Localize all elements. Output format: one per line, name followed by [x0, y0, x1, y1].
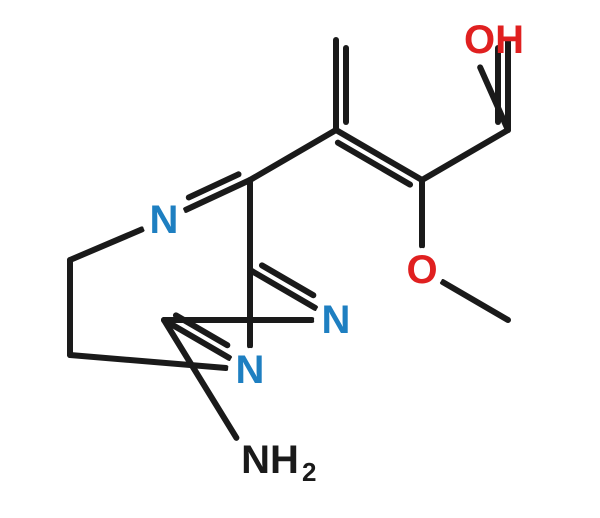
atom-label-n11: N — [150, 198, 179, 242]
molecule-diagram: O OH N N N NH2 — [0, 0, 600, 518]
atom-label-n13: N — [236, 348, 265, 392]
bonds-group — [70, 40, 508, 438]
atom-label-n17: NH — [241, 438, 299, 482]
atom-label-o7: O — [406, 248, 437, 292]
atom-label-n14: N — [322, 298, 351, 342]
atom-label-o9: OH — [464, 18, 524, 62]
atom-sub-n17: 2 — [302, 457, 316, 487]
